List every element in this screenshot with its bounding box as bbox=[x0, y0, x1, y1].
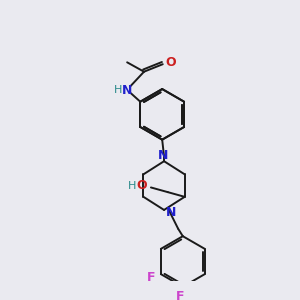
Text: H: H bbox=[114, 85, 122, 95]
Text: H: H bbox=[128, 181, 136, 190]
Text: N: N bbox=[167, 206, 177, 219]
Text: F: F bbox=[176, 290, 184, 300]
Text: N: N bbox=[122, 84, 132, 97]
Text: O: O bbox=[136, 179, 147, 192]
Text: N: N bbox=[158, 149, 168, 162]
Text: F: F bbox=[147, 272, 156, 284]
Text: O: O bbox=[165, 56, 175, 69]
